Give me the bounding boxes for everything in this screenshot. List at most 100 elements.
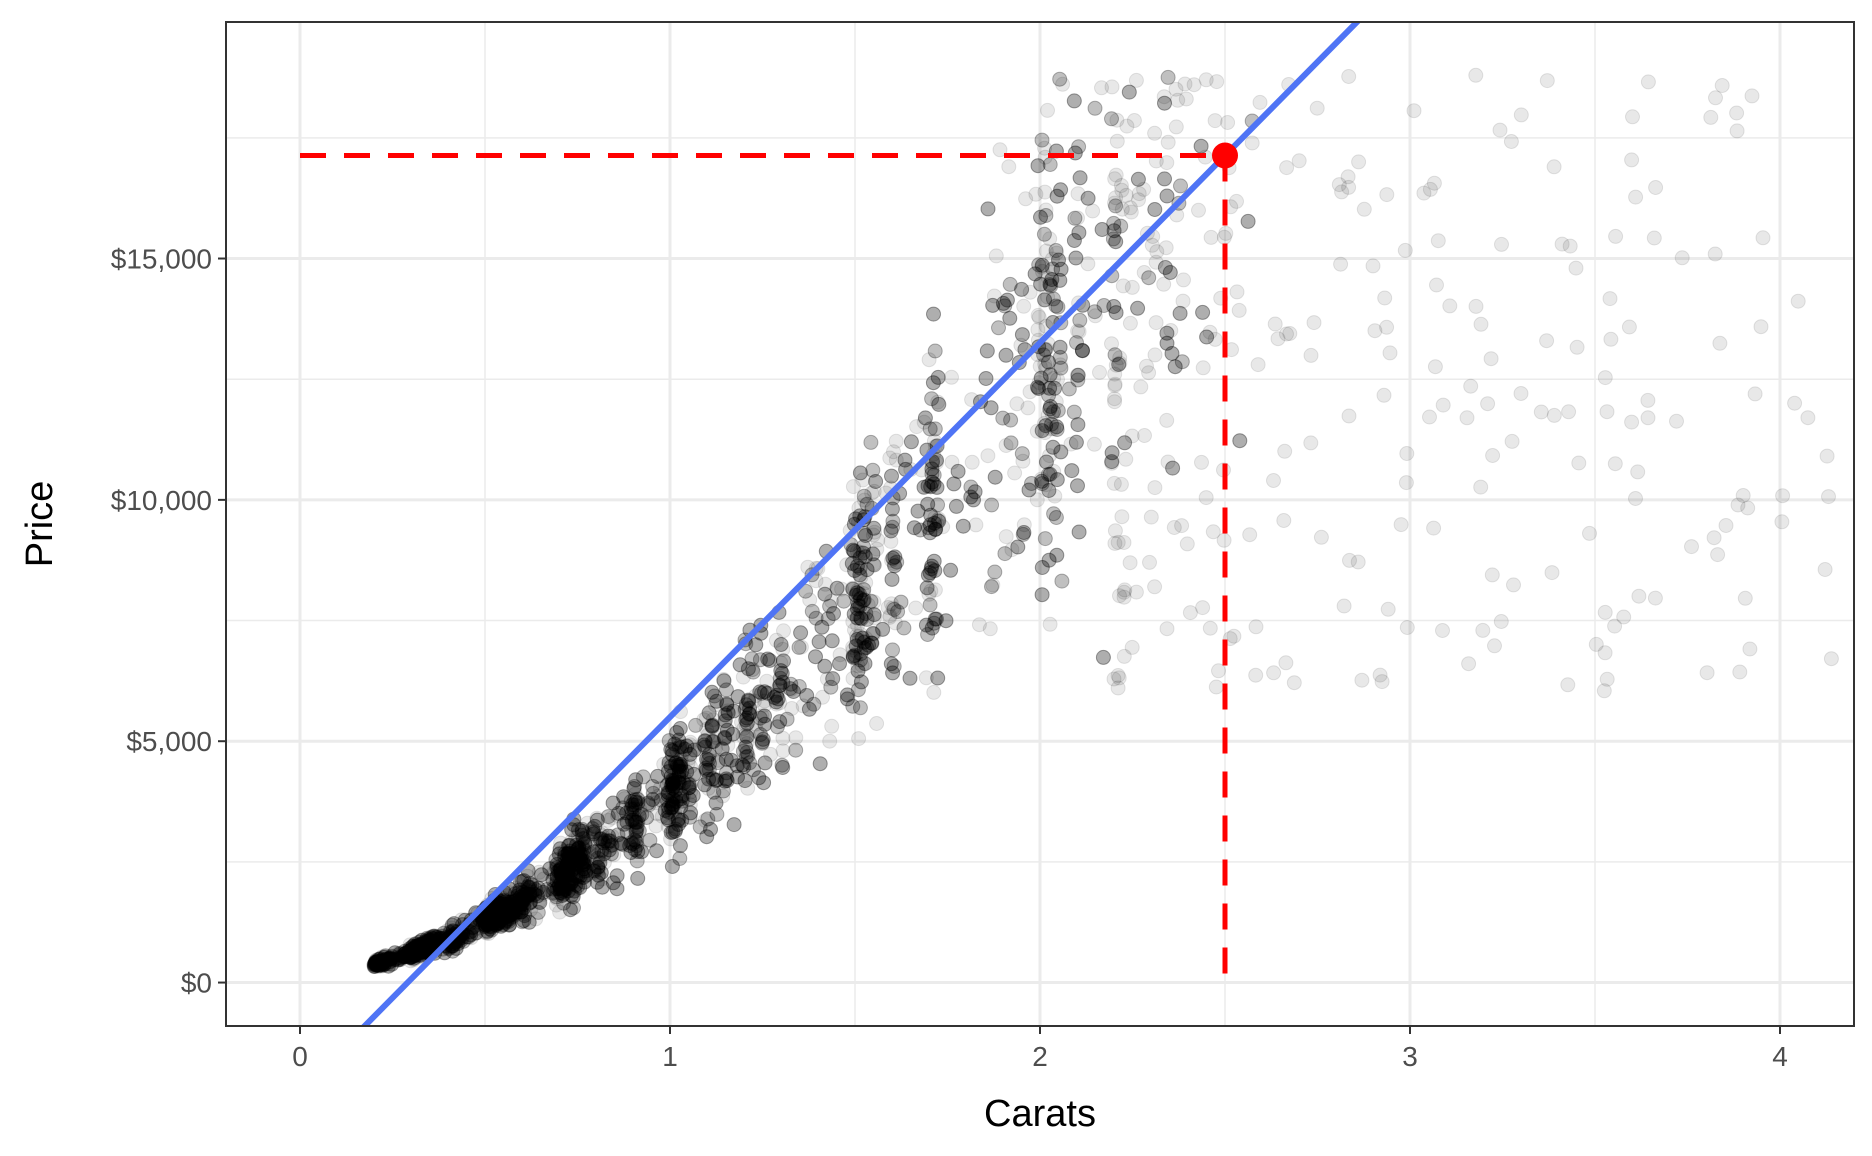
scatter-point: [590, 862, 606, 878]
scatter-point: [514, 893, 530, 908]
scatter-point: [498, 914, 513, 929]
scatter-point: [1021, 482, 1037, 498]
scatter-point: [489, 902, 505, 918]
scatter-point: [851, 628, 867, 644]
scatter-point: [856, 586, 872, 602]
scatter-point: [1157, 171, 1172, 187]
scatter-point: [943, 562, 959, 578]
scatter-point: [760, 651, 776, 667]
scatter-points: [366, 67, 1839, 974]
scatter-point: [408, 948, 424, 964]
scatter-point: [380, 956, 396, 971]
scatter-point: [551, 877, 567, 893]
scatter-point: [927, 510, 943, 526]
scatter-point: [734, 714, 749, 730]
scatter-point: [775, 674, 791, 690]
scatter-point: [667, 764, 683, 780]
scatter-point: [577, 825, 593, 841]
scatter-point: [368, 954, 384, 970]
scatter-point: [502, 885, 518, 901]
scatter-point: [664, 806, 680, 821]
scatter-point: [604, 810, 620, 826]
scatter-point: [574, 835, 590, 851]
scatter-point: [514, 895, 530, 911]
scatter-point: [576, 845, 592, 861]
scatter-point: [420, 939, 436, 955]
scatter-point: [866, 594, 882, 610]
scatter-point: [1172, 305, 1188, 321]
scatter-point: [998, 529, 1014, 545]
scatter-point: [567, 859, 583, 875]
scatter-point: [696, 737, 712, 753]
scatter-point: [855, 472, 871, 488]
scatter-point: [520, 868, 536, 884]
scatter-point: [606, 847, 622, 863]
scatter-point: [799, 688, 815, 703]
scatter-point: [745, 662, 761, 678]
scatter-point: [374, 956, 390, 972]
scatter-point: [663, 831, 679, 847]
scatter-point: [776, 623, 791, 639]
scatter-point: [740, 780, 756, 796]
scatter-point: [590, 867, 606, 883]
scatter-point: [847, 622, 862, 638]
scatter-point: [626, 812, 642, 828]
scatter-point: [1070, 186, 1086, 202]
scatter-point: [696, 712, 712, 728]
scatter-point: [906, 520, 922, 536]
scatter-point: [586, 861, 602, 877]
scatter-point: [1094, 80, 1109, 96]
scatter-point: [487, 918, 503, 934]
scatter-point: [374, 949, 390, 965]
scatter-point: [581, 838, 596, 853]
scatter-point: [930, 512, 946, 528]
scatter-point: [1170, 92, 1186, 108]
scatter-point: [480, 906, 496, 922]
scatter-point: [556, 859, 571, 875]
scatter-point: [671, 792, 686, 808]
scatter-point: [998, 347, 1014, 363]
scatter-point: [371, 952, 387, 968]
scatter-point: [624, 810, 640, 826]
scatter-point: [1042, 448, 1057, 464]
scatter-point: [1168, 119, 1184, 135]
scatter-point: [885, 642, 900, 658]
scatter-point: [391, 947, 407, 963]
scatter-point: [594, 828, 610, 844]
scatter-point: [559, 857, 575, 873]
scatter-point: [481, 911, 497, 927]
scatter-point: [1048, 510, 1064, 525]
scatter-point: [1066, 93, 1082, 109]
scatter-point: [926, 684, 942, 700]
scatter-point: [691, 741, 707, 757]
scatter-point: [502, 911, 518, 926]
scatter-point: [649, 806, 665, 822]
scatter-point: [1014, 446, 1030, 462]
scatter-point: [412, 940, 428, 956]
scatter-point: [1016, 517, 1032, 533]
scatter-point: [850, 658, 866, 674]
scatter-point: [574, 837, 590, 853]
scatter-point: [1034, 587, 1050, 603]
scatter-point: [916, 414, 932, 430]
scatter-point: [858, 528, 873, 543]
scatter-point: [865, 527, 881, 543]
scatter-point: [1034, 259, 1050, 275]
scatter-point: [1066, 233, 1082, 248]
scatter-point: [815, 689, 830, 705]
scatter-point: [1003, 412, 1019, 428]
scatter-point: [610, 807, 625, 823]
scatter-point: [1037, 184, 1053, 200]
scatter-point: [708, 730, 724, 745]
scatter-point: [484, 903, 500, 919]
scatter-point: [499, 902, 515, 918]
scatter-point: [616, 837, 632, 853]
scatter-point: [629, 830, 645, 846]
scatter-point: [682, 737, 698, 753]
scatter-point: [1052, 357, 1068, 373]
scatter-point: [652, 780, 668, 796]
scatter-point: [480, 913, 496, 928]
scatter-point: [671, 740, 687, 756]
scatter-point: [858, 630, 874, 646]
